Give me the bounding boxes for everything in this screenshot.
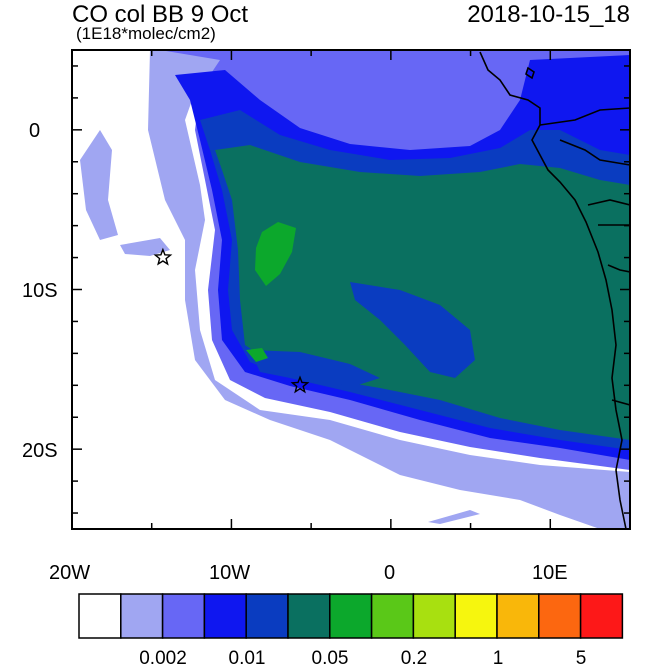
- colorbar-label-1: 1: [492, 648, 504, 669]
- lat-label-20s: 20S: [22, 440, 58, 462]
- colorbar-swatch: [412, 593, 456, 639]
- colorbar-label-0-01: 0.01: [228, 648, 266, 669]
- colorbar-swatch: [496, 593, 540, 639]
- lake-border: [525, 66, 535, 80]
- colorbar-swatch: [329, 593, 373, 639]
- colorbar-swatch: [538, 593, 582, 639]
- colorbar-label-0-2: 0.2: [400, 648, 428, 669]
- co-contour-field: [80, 50, 630, 529]
- lat-label-10s: 10S: [22, 280, 58, 302]
- lon-label-10w: 10W: [209, 562, 251, 584]
- africa-coastline: [479, 51, 627, 529]
- contour-patch-south: [428, 510, 480, 524]
- contour-patch-left-2: [120, 238, 170, 256]
- colorbar-swatch: [161, 593, 206, 639]
- country-border-1: [539, 107, 630, 126]
- colorbar-swatch: [120, 593, 164, 639]
- star-marker-16S: [290, 375, 310, 394]
- country-border-2: [559, 139, 630, 166]
- units-subtitle: (1E18*molec/cm2): [76, 24, 216, 43]
- contour-patch-green-north: [255, 222, 296, 286]
- country-border-6: [611, 399, 630, 406]
- colorbar-swatch: [579, 593, 624, 639]
- colorbar-swatch: [287, 593, 331, 639]
- contour-patch-green-south: [246, 348, 268, 362]
- map-frame: [71, 49, 631, 530]
- lon-label-20w: 20W: [49, 562, 91, 584]
- coastline: [479, 51, 630, 529]
- colorbar-label-5: 5: [575, 648, 587, 669]
- lon-label-0: 0: [384, 562, 396, 584]
- colorbar-swatch: [370, 593, 415, 639]
- country-border-3: [587, 199, 630, 206]
- contour-intrusion-south: [250, 350, 380, 386]
- map-title: CO col BB 9 Oct: [72, 1, 249, 28]
- colorbar-label-0-002: 0.002: [139, 648, 187, 669]
- contour-patch-left: [80, 130, 118, 240]
- contour-band-0-002: [148, 50, 630, 529]
- country-border-5: [607, 264, 630, 273]
- lat-label-0: 0: [29, 120, 41, 142]
- contour-intrusion-east: [350, 282, 475, 378]
- colorbar-swatch: [454, 593, 498, 639]
- valid-time-label: 2018-10-15_18: [467, 1, 630, 28]
- colorbar-swatch: [203, 593, 247, 639]
- lon-label-10e: 10E: [532, 562, 568, 584]
- star-marker-8S: [153, 247, 173, 266]
- colorbar: [78, 593, 624, 639]
- colorbar-swatch: [245, 593, 289, 639]
- colorbar-label-0-05: 0.05: [311, 648, 349, 669]
- colorbar-swatch: [78, 593, 122, 639]
